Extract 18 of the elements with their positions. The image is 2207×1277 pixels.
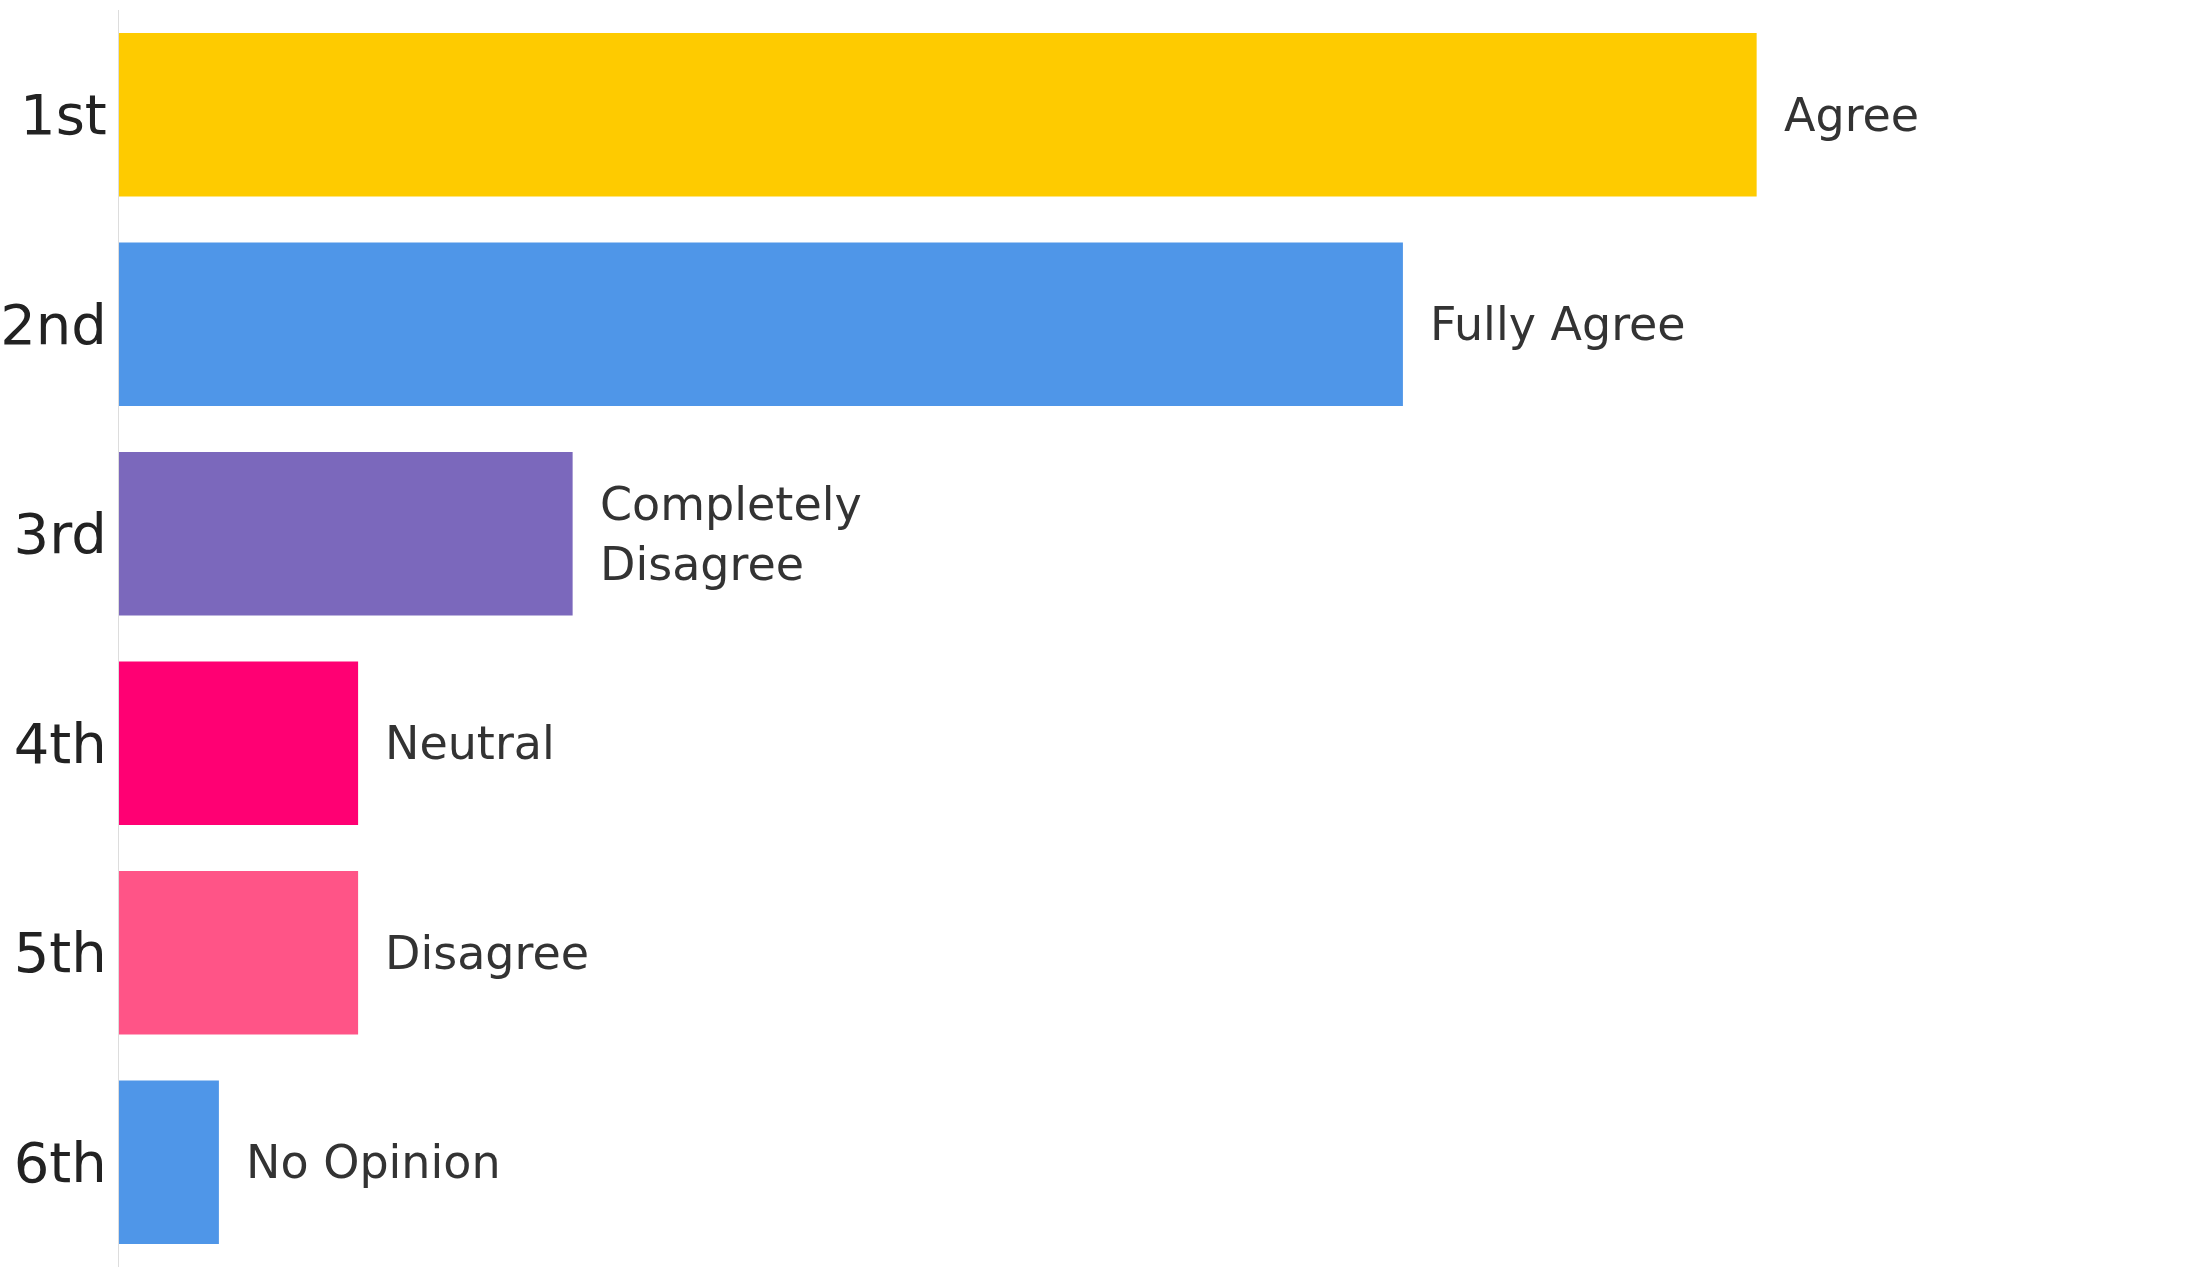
bar [119,661,359,825]
annotation: Agree [1784,88,1920,142]
y-tick-label: 3rd [13,501,107,567]
y-tick-label: 5th [13,920,107,986]
y-tick-label: 4th [13,710,107,776]
y-tick-label: 2nd [0,291,107,357]
annotation: Completely Disagree [600,477,862,591]
annotation: Neutral [385,716,555,770]
bar [119,1080,219,1244]
annotation: No Opinion [246,1135,501,1189]
bar [119,452,573,616]
bar [119,242,1403,406]
annotation: Disagree [385,926,590,980]
bar [119,33,1757,197]
bar [119,871,359,1035]
y-tick-label: 1st [20,82,107,148]
y-tick-label: 6th [13,1129,107,1195]
annotation: Fully Agree [1430,297,1686,351]
